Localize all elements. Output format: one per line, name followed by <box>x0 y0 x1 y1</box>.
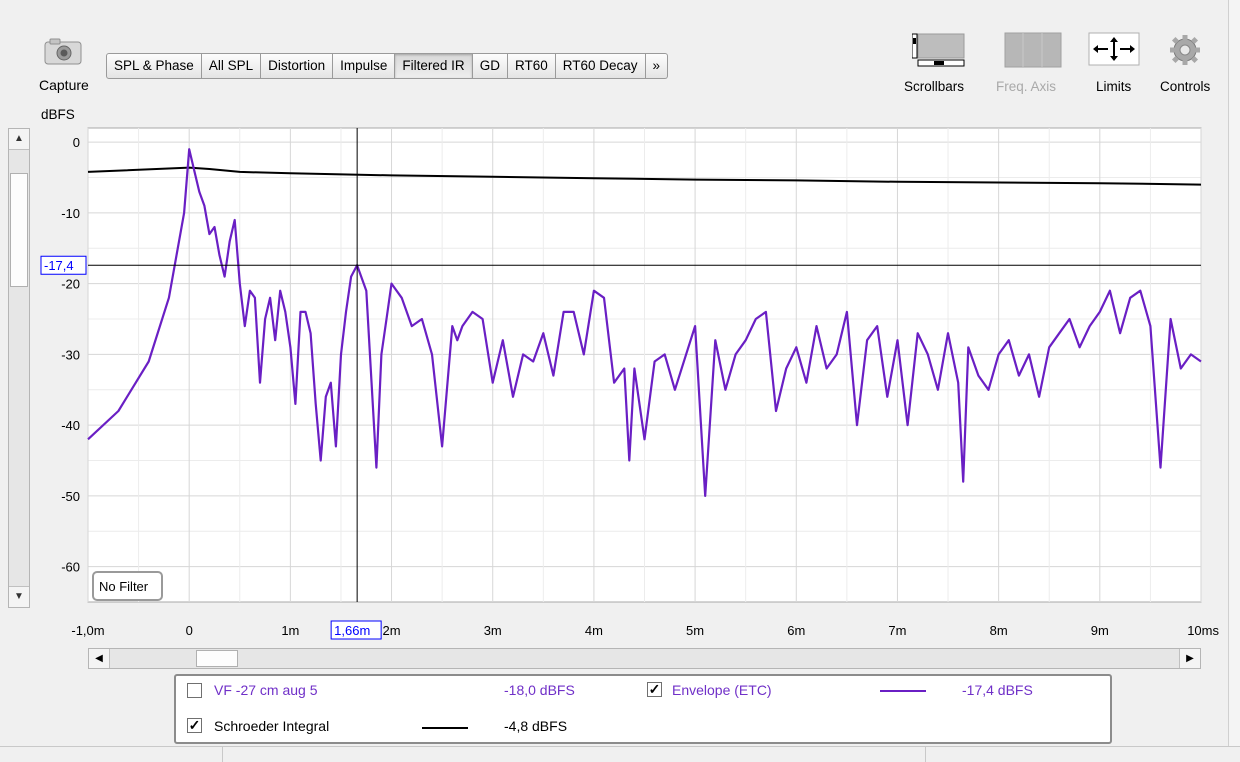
freq-axis-button[interactable]: Freq. Axis <box>996 79 1057 94</box>
schroeder-value: -4,8 dBFS <box>504 718 568 734</box>
y-tick-label: -50 <box>61 489 80 504</box>
cursor-x-readout: 1,66m <box>330 620 382 640</box>
tab-rt60[interactable]: RT60 <box>507 53 556 79</box>
scroll-right-icon[interactable]: ▶ <box>1179 649 1200 668</box>
y-tick-label: -40 <box>61 418 80 433</box>
filtered-ir-plot[interactable]: 0 -10 -20 -30 -40 -50 -60 -1,0m 0 1m 2m 3m 4m 5m 6m 7m… <box>0 120 1228 650</box>
horizontal-scroll-thumb[interactable] <box>196 650 238 667</box>
schroeder-label: Schroeder Integral <box>214 718 330 734</box>
no-filter-badge: No Filter <box>92 571 163 601</box>
y-axis-unit: dBFS <box>41 107 75 122</box>
envelope-swatch <box>880 690 926 692</box>
vf-checkbox[interactable] <box>187 683 202 698</box>
y-tick-label: -60 <box>61 560 80 575</box>
y-tick-label: -20 <box>61 277 80 292</box>
vertical-scroll-thumb[interactable] <box>10 173 28 287</box>
x-tick-label: 0 <box>186 623 193 638</box>
x-tick-label: 2m <box>383 623 401 638</box>
schroeder-swatch <box>422 727 468 729</box>
window-edge <box>1228 0 1240 761</box>
scroll-left-icon[interactable]: ◀ <box>89 649 110 668</box>
scrollbars-button[interactable]: Scrollbars <box>904 79 965 94</box>
y-tick-label: -10 <box>61 206 80 221</box>
cursor-x-value: 1,66m <box>334 623 370 638</box>
x-tick-label: 9m <box>1091 623 1109 638</box>
no-filter-label: No Filter <box>99 579 149 594</box>
envelope-etc-line <box>87 148 1202 497</box>
schroeder-integral-line <box>87 166 1202 186</box>
envelope-value: -17,4 dBFS <box>962 682 1033 698</box>
limits-button[interactable]: Limits <box>1096 79 1132 94</box>
cursor-y-value: -17,4 <box>44 258 74 273</box>
tab-all-spl[interactable]: All SPL <box>201 53 262 79</box>
status-bar <box>0 746 1240 762</box>
cursor-y-readout: -17,4 <box>40 255 87 275</box>
vf-label: VF -27 cm aug 5 <box>214 682 318 698</box>
scroll-down-icon[interactable]: ▼ <box>9 586 29 607</box>
x-tick-label: 5m <box>686 623 704 638</box>
vf-value: -18,0 dBFS <box>504 682 575 698</box>
freq-axis-icon <box>1004 32 1062 71</box>
tab-filtered-ir[interactable]: Filtered IR <box>395 53 473 79</box>
x-tick-label: 6m <box>787 623 805 638</box>
tab-gd[interactable]: GD <box>472 53 508 79</box>
x-tick-label: 10ms <box>1187 623 1219 638</box>
x-tick-label: 4m <box>585 623 603 638</box>
graph-tabs: SPL & Phase All SPL Distortion Impulse Filte… <box>106 53 669 79</box>
scroll-up-icon[interactable]: ▲ <box>9 129 29 150</box>
tab-impulse[interactable]: Impulse <box>333 53 396 79</box>
x-tick-label: 7m <box>888 623 906 638</box>
y-tick-label: -30 <box>61 347 80 362</box>
tab-spl-phase[interactable]: SPL & Phase <box>106 53 202 79</box>
horizontal-scrollbar[interactable]: ◀ ▶ <box>88 648 1201 669</box>
gear-icon[interactable] <box>1169 34 1201 69</box>
controls-button[interactable]: Controls <box>1160 79 1211 94</box>
schroeder-checkbox[interactable]: ✓ <box>187 717 202 733</box>
tab-distortion[interactable]: Distortion <box>261 53 334 79</box>
x-tick-label: 3m <box>484 623 502 638</box>
x-tick-label: 8m <box>990 623 1008 638</box>
limits-icon[interactable] <box>1088 32 1140 69</box>
y-tick-label: 0 <box>73 135 80 150</box>
envelope-checkbox[interactable]: ✓ <box>647 681 662 697</box>
capture-label[interactable]: Capture <box>39 77 89 93</box>
camera-icon[interactable] <box>44 38 82 66</box>
vertical-scrollbar[interactable]: ▲ ▼ <box>8 128 30 608</box>
legend-panel: VF -27 cm aug 5 -18,0 dBFS ✓ Envelope (E… <box>174 674 1112 744</box>
tab-rt60-decay[interactable]: RT60 Decay <box>555 53 646 79</box>
envelope-label: Envelope (ETC) <box>672 682 772 698</box>
x-tick-label: -1,0m <box>71 623 104 638</box>
tab-more[interactable]: » <box>645 53 669 79</box>
scrollbars-icon[interactable] <box>911 32 968 71</box>
x-tick-label: 1m <box>281 623 299 638</box>
